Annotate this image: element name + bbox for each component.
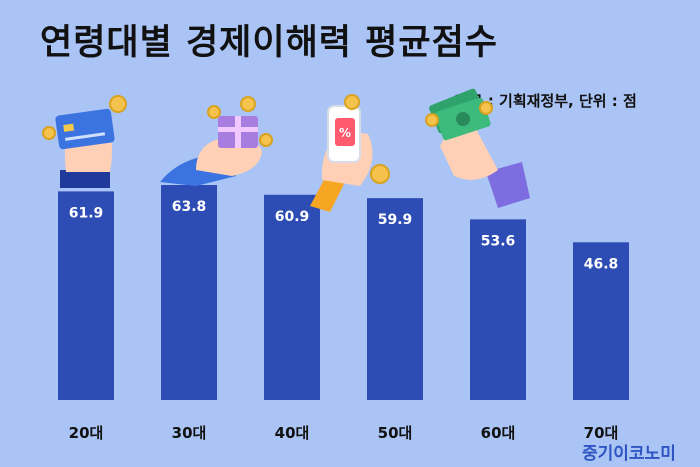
bar-70대 [573,242,629,400]
value-label: 61.9 [69,205,104,221]
value-label: 53.6 [481,233,516,249]
bar-50대 [367,198,423,400]
value-label: 63.8 [172,199,207,215]
bar-20대 [58,191,114,400]
bar-40대 [264,194,320,400]
category-label: 70대 [584,424,619,442]
category-label: 20대 [69,424,104,442]
category-label: 50대 [378,424,413,442]
bar-60대 [470,219,526,400]
category-label: 40대 [275,424,310,442]
value-label: 60.9 [275,209,310,225]
value-label: 59.9 [378,212,413,228]
category-label: 30대 [172,424,207,442]
value-label: 46.8 [584,256,619,272]
watermark: 중기이코노미 [582,444,676,464]
chart-title: 연령대별 경제이해력 평균점수 [40,23,498,63]
category-label: 60대 [481,424,516,442]
source-note: 자료 : 기획재정부, 단위 : 점 [455,92,637,110]
bar-30대 [161,185,217,400]
